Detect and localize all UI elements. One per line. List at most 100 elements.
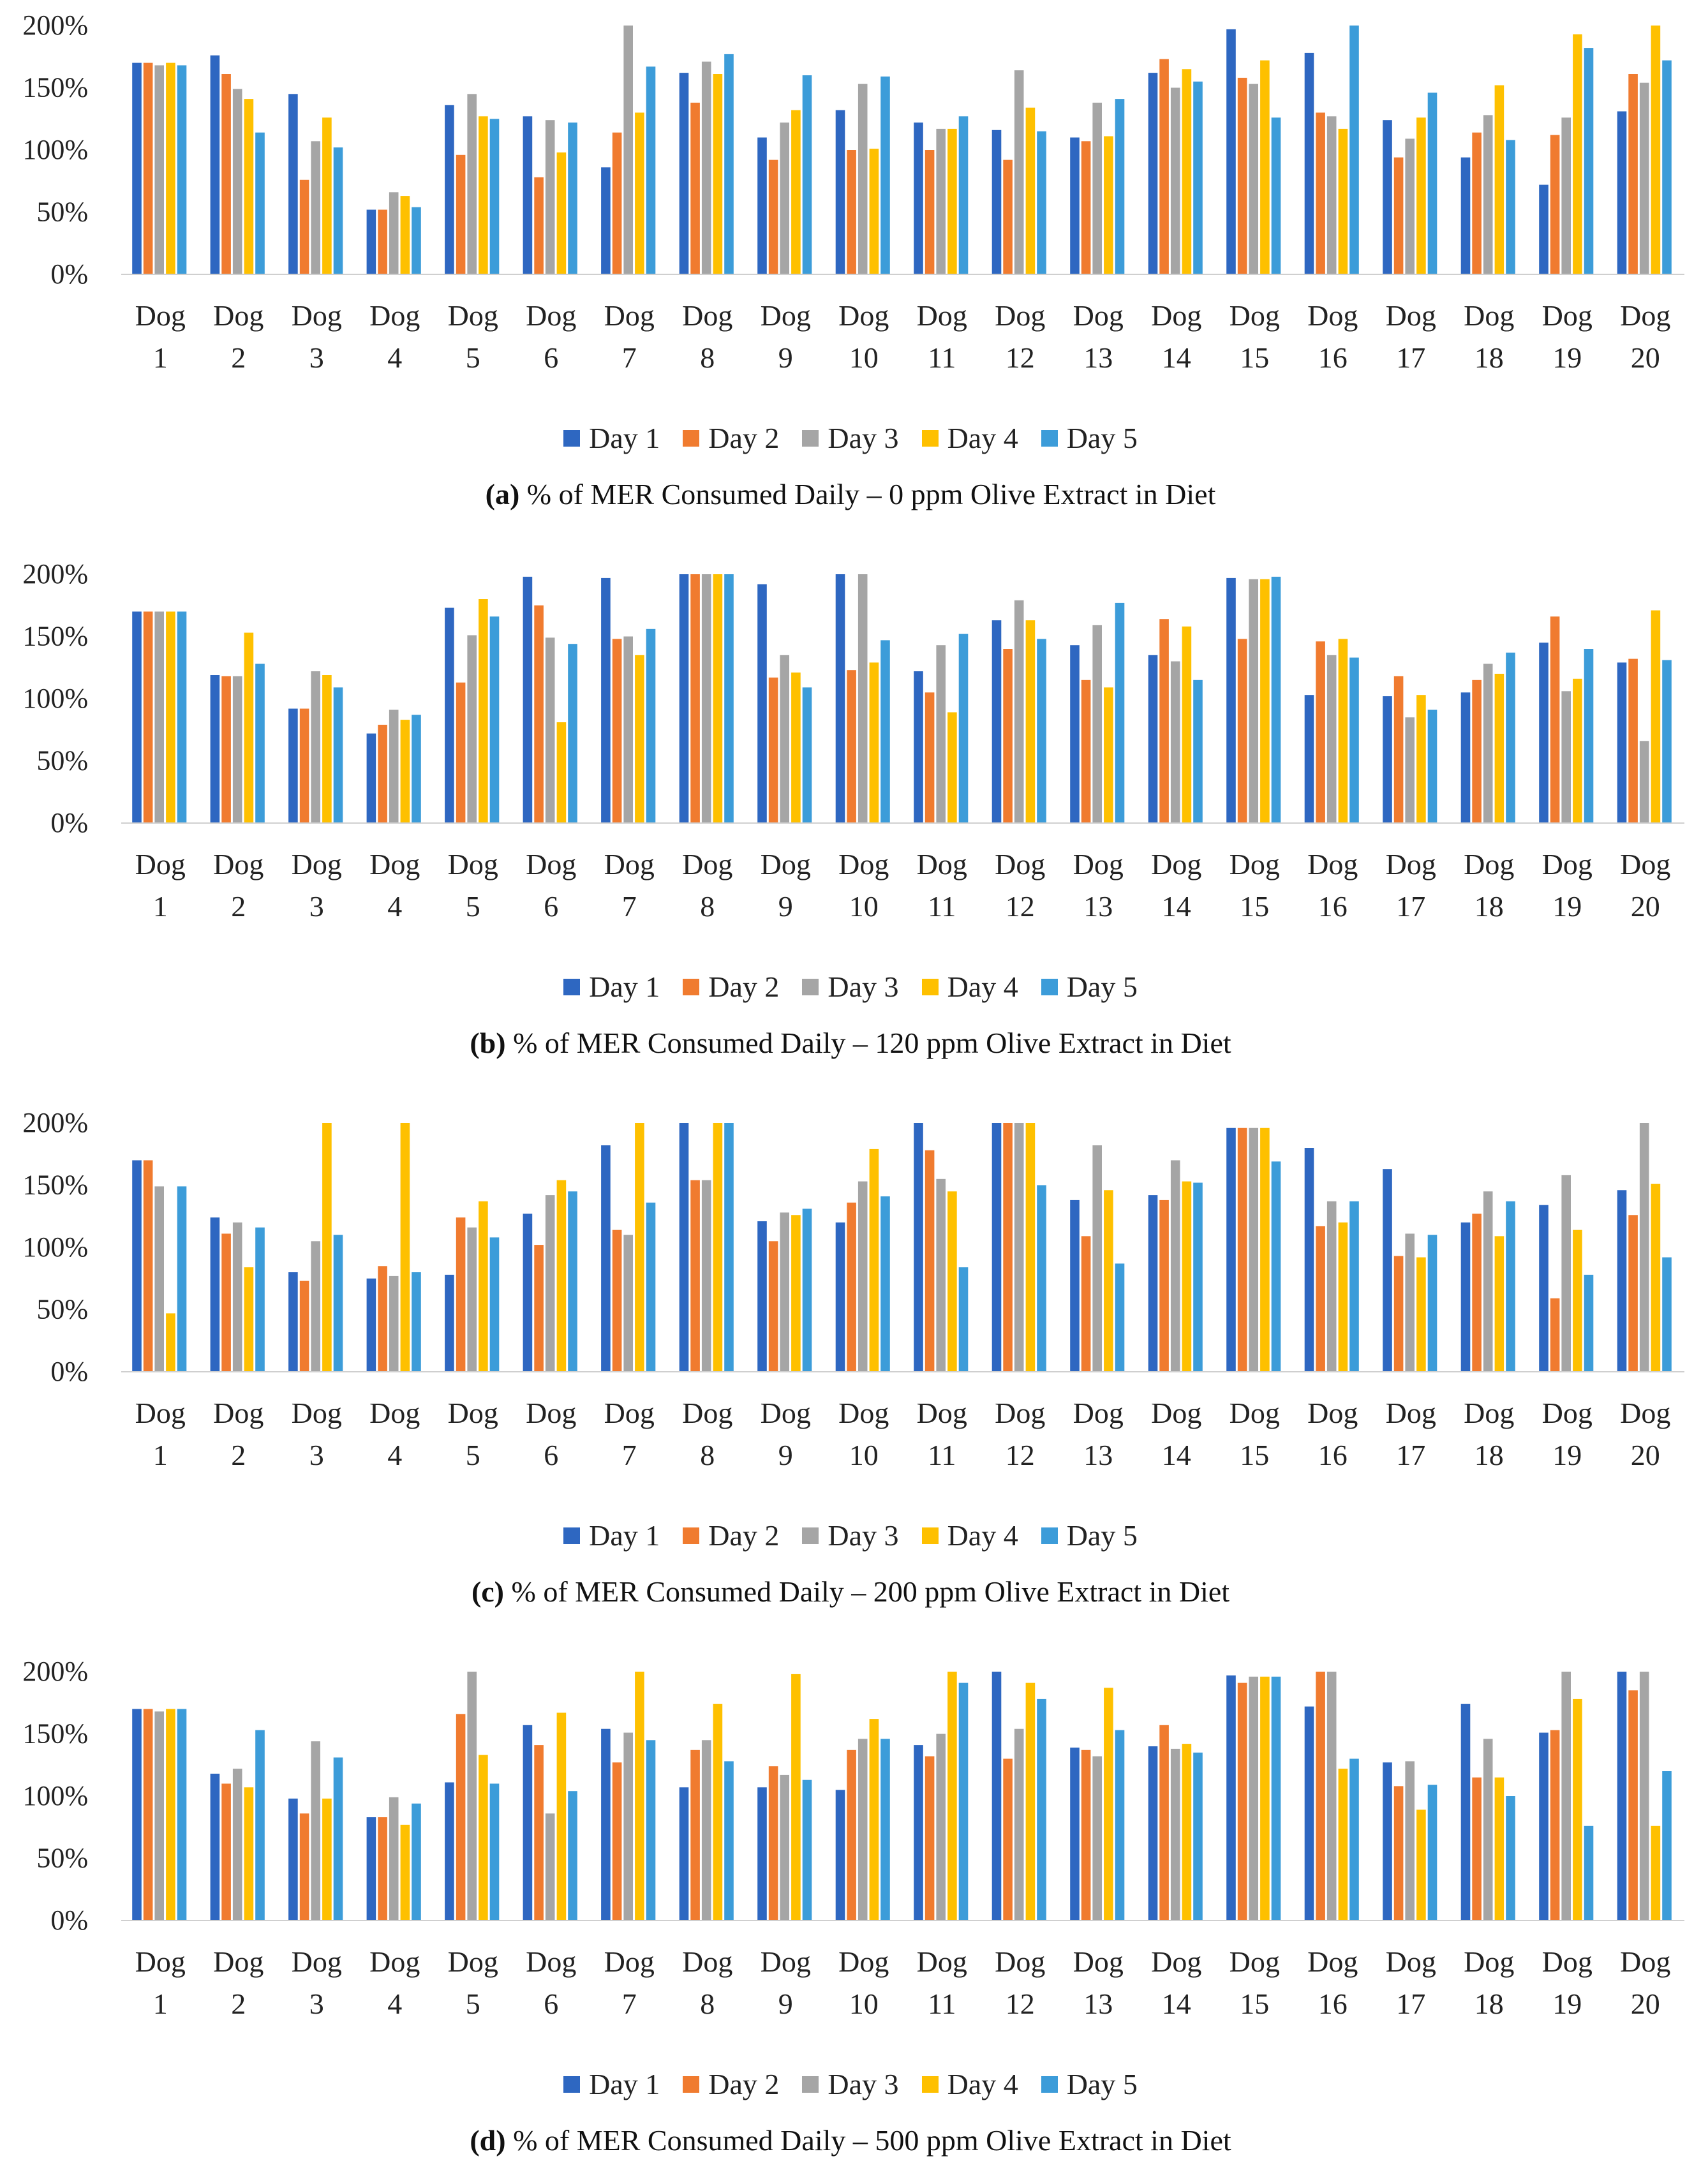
bar [612, 1762, 622, 1920]
x-tick-label: Dog 9 [761, 848, 811, 923]
bar [635, 655, 644, 824]
bar [1092, 102, 1102, 274]
bar [1472, 132, 1482, 274]
bar [1326, 116, 1337, 274]
panel-label: (d) [470, 2124, 506, 2157]
bar [1550, 616, 1560, 823]
bar [1460, 1222, 1471, 1372]
bar [679, 1787, 689, 1920]
bar [255, 132, 265, 274]
chart-panel-b: 0% 50% 100% 150% 200% Dog 1 Dog 2 Dog 3 Dog 4 Dog 5 Dog… [0, 549, 1701, 1097]
bar [1104, 1688, 1113, 1920]
legend-swatch-day4 [921, 429, 939, 447]
x-tick-label: Dog 2 [213, 299, 264, 374]
bar [936, 1178, 946, 1372]
bar [1494, 1236, 1504, 1372]
y-tick-label: 100% [22, 134, 88, 165]
bar [880, 76, 890, 275]
bar [1539, 643, 1549, 824]
bar [880, 1196, 890, 1372]
bar [1193, 1752, 1203, 1921]
bar [445, 607, 454, 823]
legend-label-day5: Day 5 [1066, 2068, 1138, 2100]
legend-swatch-day3 [802, 429, 819, 447]
bar [1338, 1769, 1348, 1920]
bar [221, 1783, 231, 1920]
bar [1081, 1236, 1091, 1372]
x-tick-label: Dog 20 [1620, 1397, 1670, 1471]
legend-label-day1: Day 1 [589, 2068, 660, 2100]
bar [1405, 138, 1415, 274]
bar [1651, 1184, 1661, 1372]
legend-swatch-day2 [683, 429, 700, 447]
bar [1037, 1698, 1046, 1920]
bar [1326, 1201, 1337, 1372]
bar [1326, 1672, 1337, 1920]
bar [389, 1275, 399, 1372]
bar [1316, 112, 1325, 274]
legend-item-day2: Day 2 [683, 1519, 779, 1552]
legend-swatch-day5 [1041, 1527, 1058, 1544]
bar [1639, 82, 1649, 274]
bar [1014, 600, 1024, 823]
bar [154, 65, 164, 275]
bar [958, 1683, 969, 1920]
x-tick-label: Dog 10 [838, 1397, 889, 1471]
bar [992, 620, 1002, 823]
bar [858, 1181, 868, 1372]
bar [568, 1791, 577, 1920]
bar [1014, 70, 1024, 274]
legend-item-day1: Day 1 [563, 2067, 660, 2101]
bar [1383, 1169, 1392, 1372]
bar [1628, 1215, 1638, 1372]
bar [914, 1123, 923, 1372]
panel-label: (b) [470, 1027, 506, 1059]
bar [1393, 676, 1404, 823]
bar [914, 123, 923, 274]
bar [1349, 1201, 1359, 1372]
x-tick-label: Dog 6 [526, 848, 576, 923]
bar [635, 112, 644, 274]
bar [1237, 1683, 1247, 1920]
bar [713, 1704, 723, 1920]
legend-item-day3: Day 3 [802, 2067, 899, 2101]
bar [288, 708, 298, 823]
bar [412, 207, 421, 274]
legend-label-day3: Day 3 [828, 422, 899, 454]
bar [679, 574, 689, 823]
bar [1472, 1214, 1482, 1372]
x-tick-label: Dog 10 [838, 1945, 889, 2020]
x-tick-label: Dog 3 [292, 1397, 342, 1471]
bar [288, 94, 298, 275]
bar [1416, 1257, 1426, 1372]
bar [333, 687, 343, 823]
bar [322, 675, 332, 823]
bar [601, 1728, 611, 1920]
y-tick-label: 150% [22, 1170, 88, 1201]
x-tick-label: Dog 5 [448, 1397, 498, 1471]
bar [132, 63, 142, 274]
y-tick-label: 100% [22, 1231, 88, 1263]
bar [568, 1191, 577, 1372]
bar [534, 1745, 544, 1920]
legend-item-day5: Day 5 [1041, 2067, 1138, 2101]
bar [489, 1237, 500, 1372]
bar [1182, 1744, 1192, 1920]
bar [601, 577, 611, 823]
bar [869, 149, 879, 274]
bar [154, 1711, 164, 1920]
bar [1014, 1123, 1024, 1372]
bar [322, 117, 332, 274]
bar [1170, 87, 1180, 274]
bar [713, 574, 723, 823]
chart-title: % of MER Consumed Daily – 500 ppm Olive … [513, 2124, 1231, 2157]
bar [1260, 1676, 1270, 1920]
x-tick-label: Dog 7 [604, 848, 655, 923]
bar [757, 584, 767, 823]
bar [366, 1278, 376, 1372]
bar [1081, 680, 1091, 823]
x-tick-label: Dog 19 [1542, 1397, 1593, 1471]
bar [1304, 695, 1314, 823]
bar [255, 1227, 265, 1372]
bar [1427, 93, 1437, 275]
